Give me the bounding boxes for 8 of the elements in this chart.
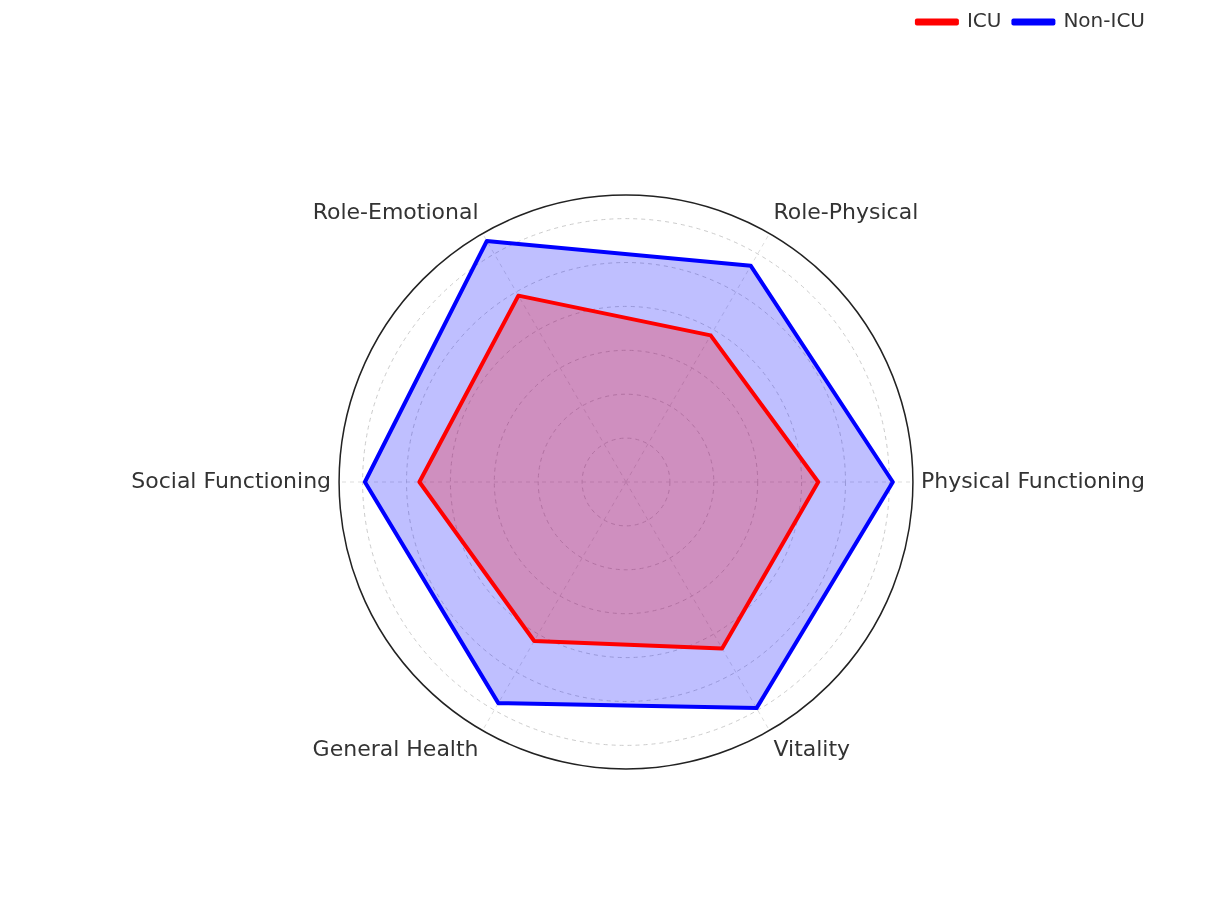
spoke-label: Role-Physical (773, 199, 919, 225)
spoke-label: Role-Emotional (312, 199, 479, 225)
legend-label: Non-ICU (1063, 8, 1145, 33)
spoke-label: General Health (312, 736, 479, 762)
spoke-label: Physical Functioning (920, 467, 1146, 493)
spoke-label: Vitality (773, 736, 851, 762)
spoke-label: Social Functioning (131, 467, 332, 493)
legend-label: ICU (966, 8, 1002, 33)
